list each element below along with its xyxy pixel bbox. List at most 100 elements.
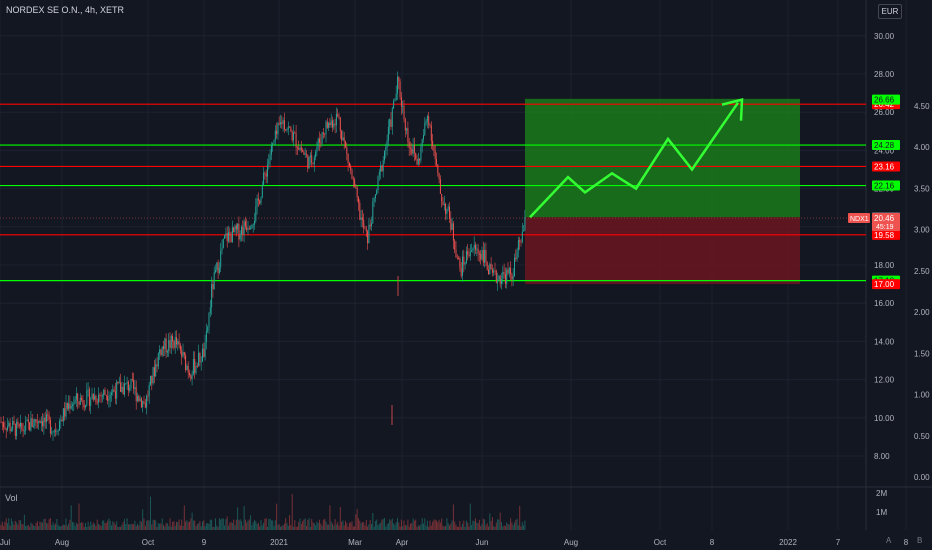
candle-body	[374, 194, 376, 199]
volume-bar	[397, 518, 398, 530]
volume-bar	[160, 523, 162, 530]
candle-body	[134, 387, 136, 389]
candle-body	[251, 225, 253, 229]
candle-body	[254, 220, 255, 225]
candle-body	[212, 284, 214, 290]
volume-bar	[256, 524, 258, 530]
candle-body	[44, 417, 46, 422]
candle-body	[462, 256, 463, 276]
volume-bar	[81, 522, 83, 530]
candle-body	[514, 257, 515, 277]
volume-bar	[395, 522, 397, 530]
volume-bar	[235, 519, 237, 530]
candle-body	[404, 119, 406, 131]
volume-bar	[282, 525, 284, 530]
candle-body	[316, 147, 318, 152]
candle-body	[143, 401, 145, 404]
candle-body	[449, 206, 450, 219]
volume-bar	[381, 519, 383, 530]
volume-bar	[501, 521, 502, 530]
candle-body	[382, 160, 384, 172]
volume-bar	[218, 518, 220, 530]
candle-body	[335, 114, 337, 126]
candle-body	[512, 276, 514, 280]
candle-body	[330, 120, 332, 125]
volume-bar	[96, 519, 98, 530]
volume-bar	[472, 520, 474, 530]
candle-body	[360, 217, 362, 220]
candle-body	[465, 251, 467, 264]
volume-bar	[264, 518, 266, 530]
candle-body	[269, 154, 271, 161]
candle-body	[174, 337, 176, 348]
volume-bar	[515, 519, 517, 530]
candle-body	[299, 147, 301, 150]
candle-body	[416, 158, 418, 165]
volume-bar	[49, 518, 51, 530]
volume-bar	[494, 526, 496, 530]
volume-bar	[252, 522, 254, 530]
volume-bar	[488, 526, 489, 530]
candle-body	[445, 203, 447, 214]
auto-scale-icon[interactable]: A	[886, 536, 892, 545]
volume-bar	[177, 522, 179, 530]
volume-bar	[478, 519, 480, 530]
volume-bar	[237, 507, 239, 530]
candle-body	[161, 346, 163, 356]
volume-bar	[399, 526, 401, 530]
volume-bar	[243, 506, 245, 530]
volume-bar	[261, 525, 263, 530]
candle-body	[233, 227, 235, 233]
volume-bar	[512, 525, 514, 530]
candle-body	[124, 383, 125, 395]
volume-bar	[257, 522, 259, 530]
volume-bar	[129, 524, 131, 530]
candle-body	[278, 123, 280, 125]
candle-body	[199, 352, 201, 363]
volume-bar	[112, 521, 114, 530]
volume-bar	[260, 520, 262, 530]
volume-bar	[330, 521, 332, 530]
candle-body	[49, 419, 51, 434]
candle-body	[46, 414, 47, 422]
candle-body	[182, 351, 184, 357]
volume-bar	[296, 526, 298, 530]
candle-body	[411, 148, 413, 154]
volume-bar	[69, 519, 71, 530]
candle-body	[339, 117, 341, 131]
candle-body	[270, 144, 272, 155]
candle-body	[133, 379, 135, 389]
volume-bar	[47, 523, 49, 530]
log-scale-icon[interactable]: B	[917, 536, 923, 545]
candle-body	[144, 403, 146, 408]
y-left-tick-label: 26.00	[874, 108, 895, 117]
y-left-tick-label: 8.00	[874, 452, 890, 461]
volume-bar	[393, 523, 395, 530]
price-tag-26.66-bg	[872, 94, 900, 105]
volume-bar	[361, 522, 363, 530]
candle-body	[320, 142, 322, 144]
volume-bar	[172, 521, 174, 530]
volume-bar	[476, 522, 478, 530]
candle-body	[43, 417, 45, 427]
volume-bar	[315, 525, 317, 530]
volume-bar	[298, 521, 300, 530]
volume-bar	[203, 520, 205, 530]
volume-bar	[195, 526, 197, 530]
candle-body	[346, 147, 348, 154]
volume-bar	[113, 522, 115, 530]
volume-bar	[208, 523, 210, 530]
volume-bar	[484, 519, 486, 530]
candle-body	[59, 421, 60, 431]
candle-body	[273, 140, 275, 143]
candle-body	[121, 386, 123, 392]
volume-bar	[176, 521, 177, 530]
candle-body	[343, 137, 345, 142]
candle-body	[338, 115, 340, 118]
candle-body	[152, 367, 154, 384]
currency-button[interactable]: EUR	[878, 4, 902, 19]
volume-bar	[508, 524, 510, 530]
candle-body	[277, 123, 279, 135]
volume-bar	[191, 512, 193, 530]
